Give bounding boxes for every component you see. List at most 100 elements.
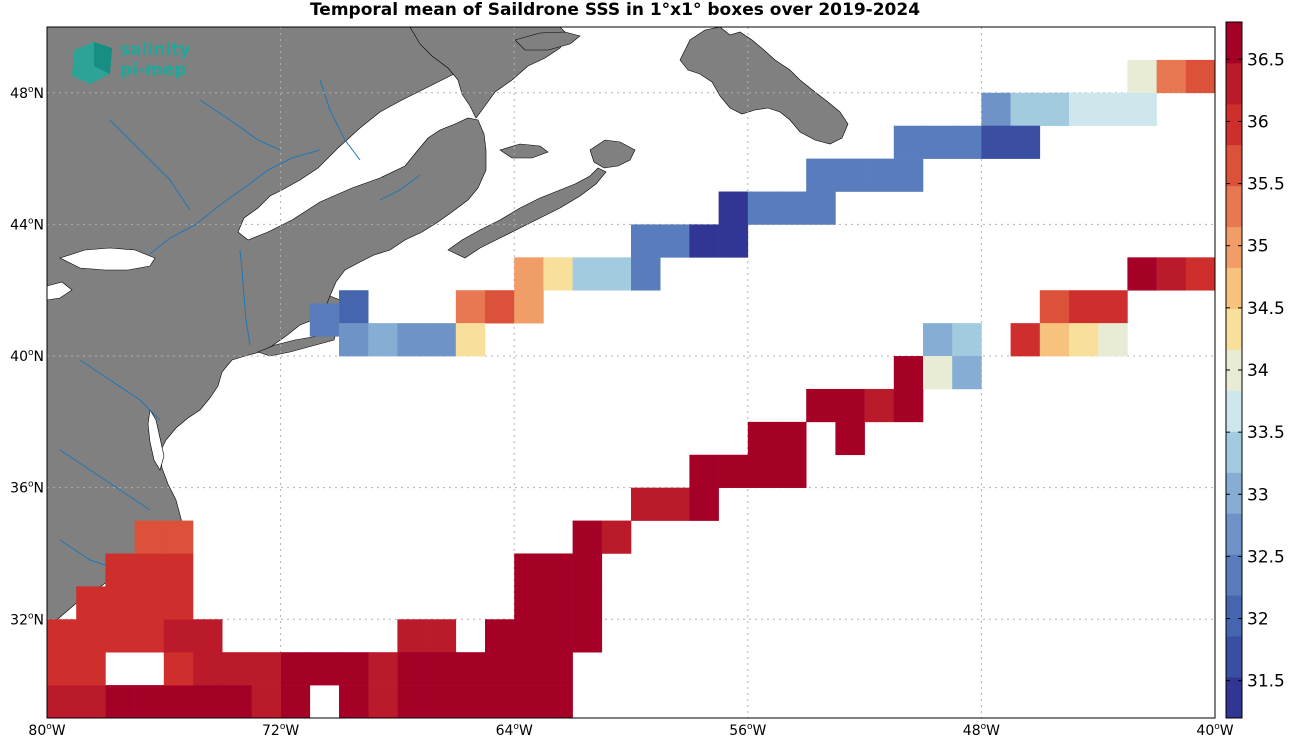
sss-cell xyxy=(426,685,457,718)
colorbar-segment xyxy=(1226,554,1242,596)
sss-cell xyxy=(1069,92,1099,127)
sss-cell xyxy=(163,586,194,620)
sss-cell xyxy=(455,685,486,718)
sss-cell xyxy=(47,619,77,653)
sss-cell xyxy=(1127,257,1157,291)
sss-cell xyxy=(660,487,690,521)
anticosti-land xyxy=(514,31,581,51)
colorbar-segment xyxy=(1226,185,1242,228)
colorbar-segment xyxy=(1226,636,1242,678)
colorbar-segment xyxy=(1226,226,1242,269)
hudson-river xyxy=(239,249,251,346)
sss-cell xyxy=(1127,59,1157,94)
sss-cell xyxy=(339,290,369,324)
sss-cell xyxy=(485,290,515,324)
colorbar-tick-label: 33 xyxy=(1247,485,1269,505)
lat-tick-label: 44oN xyxy=(10,216,44,233)
sss-cell xyxy=(543,257,573,291)
sss-cell xyxy=(455,323,486,357)
sss-cell xyxy=(543,652,573,686)
logo-line1: salinity xyxy=(120,40,191,60)
pei-land xyxy=(499,143,549,159)
colorbar-segment xyxy=(1226,349,1242,391)
sss-cell xyxy=(689,487,719,521)
sss-cell xyxy=(280,652,311,686)
sss-cell xyxy=(222,652,252,686)
sss-cell xyxy=(485,652,515,686)
colorbar-tick-label: 34.5 xyxy=(1247,299,1285,319)
river-5 xyxy=(59,449,151,511)
sss-cell xyxy=(543,619,573,653)
lon-tick-label: 56oW xyxy=(729,722,766,739)
lon-tick-label: 64oW xyxy=(496,722,533,739)
north-america-land xyxy=(47,27,487,631)
sss-cell xyxy=(163,520,194,554)
sss-cell xyxy=(1039,323,1070,357)
sss-cell xyxy=(835,158,865,192)
colorbar-tick-label: 34 xyxy=(1247,361,1269,381)
sss-cell xyxy=(747,421,778,456)
sss-cell xyxy=(105,586,135,620)
colorbar-segment xyxy=(1226,390,1242,432)
sss-cell xyxy=(251,652,281,686)
sss-cell xyxy=(1127,92,1157,127)
sss-cell xyxy=(426,652,457,686)
sss-cell xyxy=(309,303,340,337)
sss-cell xyxy=(134,685,165,718)
lake-ontario xyxy=(59,247,156,271)
sss-cell xyxy=(163,553,194,587)
sss-cell xyxy=(105,685,135,718)
sss-cell xyxy=(1039,92,1070,127)
sss-cell xyxy=(543,685,573,718)
sss-cell xyxy=(76,619,106,653)
sss-cell xyxy=(893,356,924,390)
sss-cell xyxy=(368,685,398,718)
sss-cell xyxy=(1069,290,1099,324)
sss-cell xyxy=(76,586,106,620)
sss-cell xyxy=(631,487,661,521)
sss-cell xyxy=(1010,323,1041,357)
sss-cell xyxy=(864,388,895,423)
sss-cell xyxy=(572,257,603,291)
sss-cell xyxy=(193,685,223,718)
sss-cell xyxy=(777,421,807,456)
sss-cell xyxy=(105,553,135,587)
river-1 xyxy=(199,99,281,151)
sss-cell xyxy=(718,191,749,225)
sss-cell xyxy=(543,586,573,620)
sss-cell xyxy=(134,619,165,653)
sss-cell xyxy=(514,619,544,653)
sss-cell xyxy=(163,652,194,686)
nova-scotia-land xyxy=(447,167,607,259)
colorbar-tick-label: 35 xyxy=(1247,237,1269,257)
lat-tick-label: 32oN xyxy=(10,611,44,628)
sss-cell xyxy=(105,619,135,653)
logo-line2: pi-mep xyxy=(120,60,187,80)
river-3 xyxy=(319,79,361,161)
lat-tick-label: 36oN xyxy=(10,480,44,497)
sss-cell xyxy=(280,685,311,718)
st-lawrence-river xyxy=(149,149,321,255)
sss-cell xyxy=(134,553,165,587)
lon-tick-label: 80oW xyxy=(28,722,65,739)
colorbar-segment xyxy=(1226,472,1242,514)
colorbar-segment xyxy=(1226,513,1242,555)
sss-cell xyxy=(572,619,603,653)
colorbar-segment xyxy=(1226,103,1242,146)
map-frame xyxy=(46,26,1216,719)
sss-cell xyxy=(514,586,544,620)
sss-cell xyxy=(1156,257,1187,291)
sss-cell xyxy=(893,388,924,423)
sss-cell xyxy=(747,191,778,225)
sss-cell xyxy=(923,356,953,390)
sss-cell xyxy=(514,290,544,324)
sss-cell xyxy=(952,356,982,390)
sss-cell xyxy=(572,586,603,620)
latitude-tick-labels: 48oN 44oN 40oN 36oN 32oN xyxy=(10,85,44,628)
sss-cell xyxy=(163,685,194,718)
sss-cell xyxy=(397,619,427,653)
colorbar-tick-label: 31.5 xyxy=(1247,672,1285,692)
sss-cell xyxy=(1010,125,1041,159)
sss-cell xyxy=(835,388,865,423)
